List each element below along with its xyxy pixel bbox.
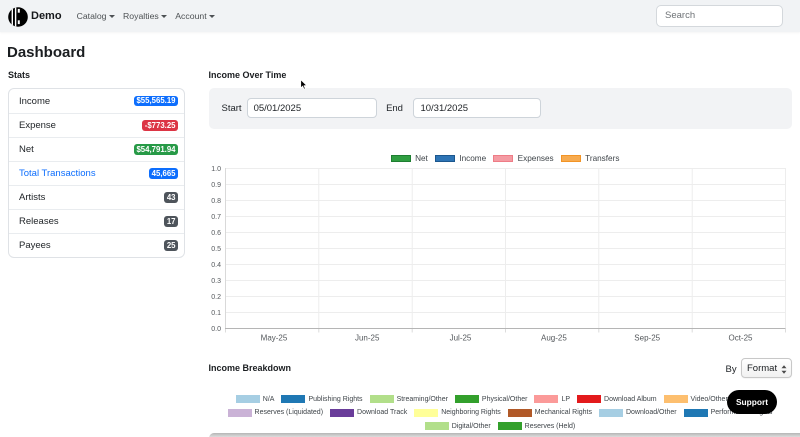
svg-text:0.5: 0.5: [211, 246, 221, 253]
svg-text:0.0: 0.0: [211, 326, 221, 333]
svg-text:0.4: 0.4: [211, 262, 221, 269]
svg-text:0.8: 0.8: [211, 198, 221, 205]
svg-text:0.1: 0.1: [211, 310, 221, 317]
svg-text:Sep-25: Sep-25: [634, 333, 660, 342]
svg-text:0.9: 0.9: [211, 182, 221, 189]
svg-text:1.0: 1.0: [211, 166, 221, 173]
svg-text:Jun-25: Jun-25: [355, 333, 380, 342]
svg-text:0.7: 0.7: [211, 214, 221, 221]
svg-text:0.6: 0.6: [211, 230, 221, 237]
svg-text:May-25: May-25: [261, 333, 288, 342]
svg-text:0.2: 0.2: [211, 294, 221, 301]
svg-text:Oct-25: Oct-25: [728, 333, 753, 342]
svg-text:Aug-25: Aug-25: [541, 333, 567, 342]
svg-text:0.3: 0.3: [211, 278, 221, 285]
svg-text:Jul-25: Jul-25: [450, 333, 472, 342]
